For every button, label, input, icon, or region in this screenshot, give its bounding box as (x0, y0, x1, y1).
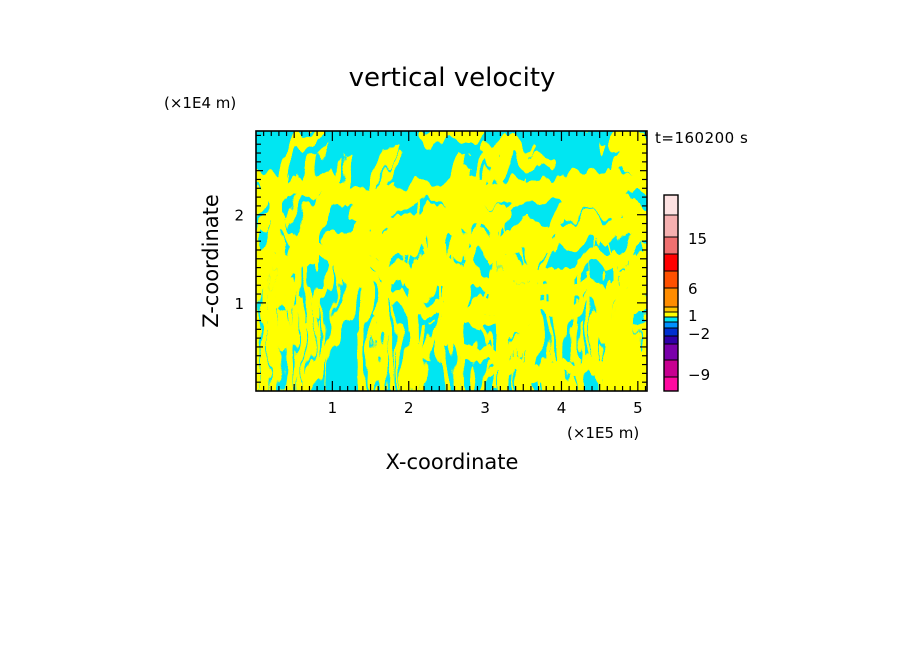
field-patch (305, 258, 371, 391)
field-patch (260, 299, 270, 391)
colorbar-swatch (663, 287, 679, 308)
field-patch (256, 238, 284, 309)
colorbar-swatch (663, 321, 679, 329)
colorbar-label: 15 (688, 230, 707, 248)
field-patch (293, 266, 301, 391)
x-axis-tick-labels: 1 2 3 4 5 (328, 399, 643, 417)
time-label: t=160200 s (655, 129, 748, 147)
y-axis-tick-labels: 12 (234, 207, 244, 313)
x-axis-unit: (×1E5 m) (567, 424, 639, 442)
field-patch (607, 250, 617, 391)
field-patch (306, 241, 313, 391)
field-patch (338, 260, 379, 285)
colorbar-frame (663, 194, 679, 392)
x-axis-label: X-coordinate (386, 450, 519, 474)
colorbar-swatch (663, 236, 679, 255)
x-axis-ticks (263, 131, 647, 391)
y-axis-ticks (256, 134, 647, 383)
field-patch (605, 216, 647, 228)
colorbar-swatch (663, 343, 679, 361)
field-patch (508, 154, 553, 169)
colorbar-swatch (663, 359, 679, 378)
y-axis-label: Z-coordinate (199, 194, 223, 328)
field-patch (334, 248, 387, 263)
x-tick-label: 4 (557, 399, 567, 417)
x-tick-label: 2 (404, 399, 414, 417)
colorbar-swatch (663, 327, 679, 337)
colorbar-label: 6 (688, 280, 698, 298)
field-patch (599, 132, 647, 157)
field-patch (345, 197, 390, 224)
colorbar-swatch (663, 253, 679, 272)
field-patch (482, 139, 536, 159)
field-patch (371, 310, 381, 391)
colorbar-labels: 15 6 1−2 −9 (688, 230, 710, 384)
field-band (442, 282, 647, 378)
field-patch (300, 153, 357, 264)
field-patch (544, 216, 620, 242)
y-tick-label: 2 (234, 207, 244, 225)
colorbar-swatch (663, 214, 679, 238)
colorbar-swatch (663, 376, 679, 392)
x-tick-label: 5 (633, 399, 643, 417)
colorbar-swatch (663, 194, 679, 216)
x-tick-label: 1 (328, 399, 338, 417)
x-tick-label: 3 (480, 399, 490, 417)
field-patch (519, 224, 544, 241)
field-patch (539, 175, 618, 192)
field-patch (388, 217, 454, 229)
y-tick-label: 1 (234, 295, 244, 313)
colorbar-label: −2 (688, 325, 710, 343)
plot-frame (255, 130, 648, 392)
chart-title: vertical velocity (349, 63, 556, 93)
colorbar-swatch (663, 316, 679, 323)
colorbar-swatch (663, 311, 679, 318)
field-patch (628, 155, 647, 172)
field-patch (256, 288, 262, 391)
colorbar (663, 194, 679, 392)
velocity-field (256, 131, 647, 391)
field-patch (605, 260, 647, 272)
field-patch (420, 228, 483, 363)
colorbar-label: −9 (688, 366, 710, 384)
field-patch (623, 298, 633, 391)
field-patch (269, 254, 285, 391)
field-patch (294, 329, 308, 391)
field-patch (256, 217, 285, 291)
field-patch (558, 190, 644, 217)
colorbar-swatch (663, 306, 679, 313)
field-patch (419, 131, 491, 144)
colorbar-swatch (663, 335, 679, 345)
field-patch (280, 305, 295, 391)
field-stripes (256, 131, 647, 391)
field-patch (256, 250, 259, 257)
y-axis-unit: (×1E4 m) (164, 94, 236, 112)
colorbar-swatch (663, 270, 679, 289)
field-patch (426, 264, 481, 283)
colorbar-label: 1 (688, 307, 698, 325)
